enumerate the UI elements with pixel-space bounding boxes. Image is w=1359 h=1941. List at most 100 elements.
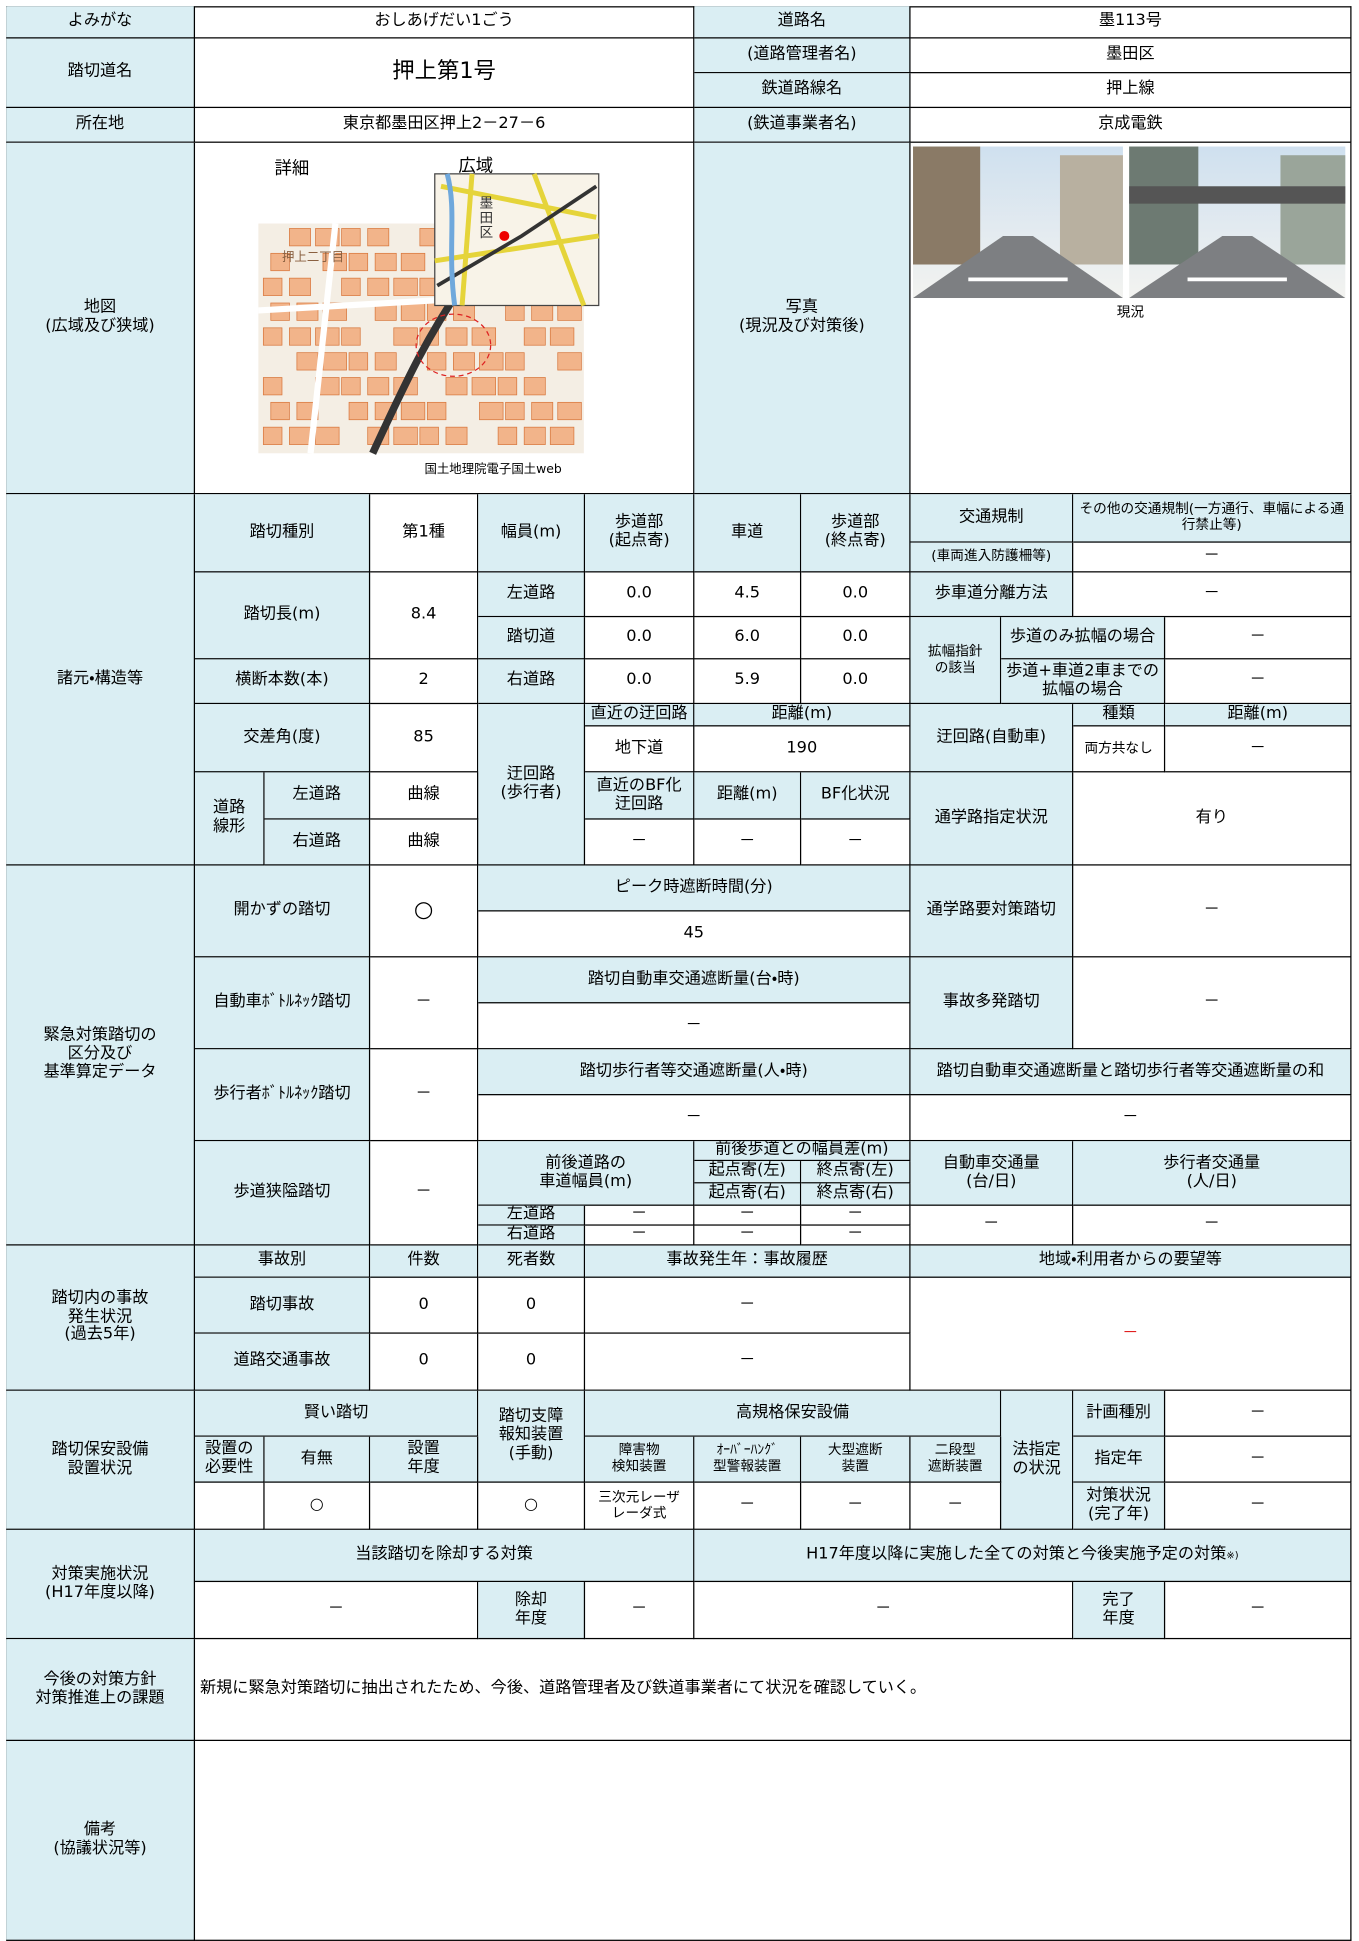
cell: 前後道路の 車道幅員(m): [478, 1141, 695, 1206]
cell-text: －: [1122, 1107, 1139, 1126]
cell-text: 設置 年度: [407, 1439, 440, 1477]
cell-text: 設置の 必要性: [204, 1439, 254, 1477]
cell-text: 迂回路 (歩行者): [500, 764, 562, 802]
cell-text: 踏切長(m): [243, 604, 321, 624]
cell-text: 踏切道名: [67, 62, 133, 81]
cell-text: 踏切種別: [249, 522, 315, 541]
cell-text: 今後の対策方針 対策推進上の課題: [35, 1669, 165, 1707]
cell-text: －: [847, 1225, 864, 1244]
cell-text: 通学路指定状況: [934, 807, 1048, 827]
cell: 東京都墨田区押上2－27－6: [195, 108, 695, 143]
cell-text: －: [1203, 583, 1220, 603]
cell: おしあげだい1ごう: [195, 6, 695, 39]
cell: 終点寄(左): [801, 1161, 911, 1184]
cell: 備考 (協議状況等): [6, 1741, 196, 1941]
cell: 設置 年度: [370, 1436, 479, 1483]
cell: 事故多発踏切: [910, 957, 1074, 1050]
cell-text: 5.9: [734, 670, 761, 690]
cell: 踏切保安設備 設置状況: [6, 1390, 196, 1530]
cell: 踏切内の事故 発生状況 (過去5年): [6, 1245, 196, 1391]
cell-text: 右道路: [506, 670, 556, 690]
cell: 0.0: [801, 617, 911, 660]
cell-text: 墨113号: [1098, 11, 1162, 30]
cell-text: 歩行者交通量 (人/日): [1163, 1153, 1261, 1191]
cell: －: [585, 1277, 911, 1334]
blank-cell: [910, 142, 1352, 495]
cell: 大型遮断 装置: [801, 1436, 911, 1483]
cell: 0.0: [801, 572, 911, 618]
cell-text: －: [1249, 1495, 1266, 1514]
cell-text: －: [739, 1495, 756, 1514]
cell: －: [910, 1205, 1074, 1246]
cell-text: ｵｰﾊﾞｰﾊﾝｸﾞ 型警報装置: [713, 1442, 782, 1475]
cell: 事故別: [195, 1245, 371, 1278]
cell: 0: [478, 1277, 586, 1334]
cell: 三次元レーザ レーダ式: [585, 1482, 695, 1530]
cell: 6.0: [694, 617, 802, 660]
cell-text: 拡幅指針 の該当: [927, 643, 983, 675]
cell-text: 起点寄(右): [708, 1183, 786, 1203]
cell-text: 歩道狭隘踏切: [233, 1182, 331, 1201]
cell-text: (道路管理者名): [747, 44, 857, 64]
cell: (道路管理者名): [694, 38, 911, 74]
cell-text: 地図 (広域及び狭域): [45, 298, 155, 336]
cell: 左道路: [264, 772, 371, 820]
cell-text: 諸元・構造等: [56, 668, 144, 688]
cell-text: －: [415, 1182, 432, 1201]
cell: －: [801, 819, 911, 866]
cell: 道路 線形: [195, 772, 265, 866]
cell: 距離(m): [1165, 704, 1352, 727]
cell: 曲線: [370, 819, 479, 866]
cell-text: 0.0: [842, 670, 869, 690]
cell-text: 踏切自動車交通遮断量(台・時): [587, 969, 800, 988]
cell: －: [1165, 617, 1352, 660]
cell-text: 新規に緊急対策踏切に抽出されたため、今後、道路管理者及び鉄道事業者にて状況を確認…: [199, 1678, 927, 1698]
cell-text: 押上第1号: [392, 58, 496, 85]
cell-text: 道路名: [777, 11, 827, 30]
cell: 事故発生年：事故履歴: [585, 1245, 911, 1278]
blank-cell: [370, 1482, 479, 1530]
cell: －: [370, 1141, 479, 1246]
cell: 距離(m): [694, 772, 802, 820]
cell-text: 踏切保安設備 設置状況: [51, 1439, 149, 1478]
cell: 緊急対策踏切の 区分及び 基準算定データ: [6, 865, 196, 1246]
cell: 賢い踏切: [195, 1390, 479, 1437]
cell-text: 対策実施状況 (H17年度以降): [45, 1564, 155, 1602]
cell-text: 踏切歩行者等交通遮断量(人・時): [579, 1061, 808, 1080]
cell-text: －: [739, 1205, 756, 1224]
cell-text: H17年度以降に実施した全ての対策と今後実施予定の対策: [806, 1544, 1227, 1564]
cell: 有無: [264, 1436, 371, 1483]
cell: －: [910, 1482, 1002, 1530]
cell: －: [1073, 1205, 1352, 1246]
cell: 2: [370, 659, 479, 705]
cell-text: －: [415, 992, 432, 1011]
cell: －: [1165, 1390, 1352, 1437]
cell: －: [370, 1049, 479, 1142]
cell-text: 障害物 検知装置: [611, 1442, 667, 1475]
cell-text: ○: [413, 896, 434, 923]
cell: 直近のBF化 迂回路: [585, 772, 695, 820]
cell-text: 起点寄(左): [708, 1161, 786, 1180]
cell-text: 迂回路(自動車): [936, 727, 1047, 746]
cell: 歩道狭隘踏切: [195, 1141, 371, 1246]
cell-text: 三次元レーザ レーダ式: [598, 1488, 680, 1521]
cell: 自動車ﾎﾞﾄﾙﾈｯｸ踏切: [195, 957, 371, 1050]
cell: ○: [370, 865, 479, 958]
cell: 完了 年度: [1073, 1582, 1166, 1640]
cell: 今後の対策方針 対策推進上の課題: [6, 1639, 196, 1742]
cell: 計画種別: [1073, 1390, 1166, 1437]
cell-text: －: [685, 1107, 702, 1126]
cell-text: 京成電鉄: [1098, 114, 1163, 133]
cell: ○: [264, 1482, 371, 1530]
cell: 地下道: [585, 726, 695, 773]
cell: その他の交通規制(一方通行、車幅による通行禁止等): [1073, 494, 1352, 543]
cell-text: 事故発生年：事故履歴: [666, 1250, 828, 1270]
cell: －: [910, 1277, 1352, 1391]
cell: －: [370, 957, 479, 1050]
cell: 高規格保安設備: [585, 1390, 1002, 1437]
cell: 190: [694, 726, 911, 773]
cell: 歩行者交通量 (人/日): [1073, 1141, 1352, 1206]
cell-text: 当該踏切を除却する対策: [355, 1544, 533, 1564]
cell-text: －: [739, 1225, 756, 1244]
